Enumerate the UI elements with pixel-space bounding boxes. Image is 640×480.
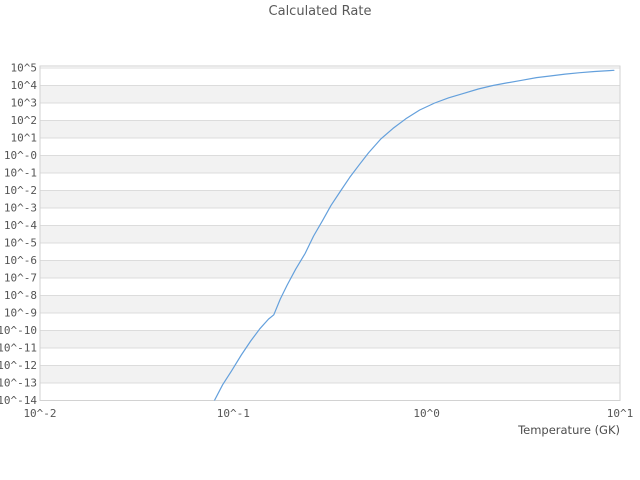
y-tick-label: 10^-0 — [4, 149, 37, 162]
y-tick-label: 10^-9 — [4, 307, 37, 320]
y-tick-label: 10^-5 — [4, 237, 37, 250]
y-tick-label: 10^-14 — [0, 394, 37, 407]
plot-band — [40, 68, 620, 86]
chart-title: Calculated Rate — [268, 4, 372, 19]
y-tick-label: 10^3 — [11, 97, 38, 110]
y-tick-label: 10^2 — [11, 114, 38, 127]
plot-band — [40, 85, 620, 103]
x-tick-label: 10^0 — [413, 407, 440, 420]
plot-band — [40, 243, 620, 261]
y-tick-label: 10^-12 — [0, 359, 37, 372]
plot-band — [40, 330, 620, 348]
plot-band — [40, 120, 620, 138]
plot-band — [40, 313, 620, 331]
y-tick-label: 10^-2 — [4, 184, 37, 197]
plot-band — [40, 383, 620, 401]
plot-band — [40, 138, 620, 156]
y-tick-label: 10^-4 — [4, 219, 37, 232]
y-tick-label: 10^4 — [11, 79, 38, 92]
y-tick-label: 10^-10 — [0, 324, 37, 337]
y-tick-label: 10^1 — [11, 132, 38, 145]
y-tick-label: 10^-3 — [4, 202, 37, 215]
plot-band — [40, 155, 620, 173]
x-tick-label: 10^1 — [607, 407, 634, 420]
plot-band — [40, 225, 620, 243]
y-tick-label: 10^-11 — [0, 342, 37, 355]
x-tick-label: 10^-1 — [217, 407, 250, 420]
plot-band — [40, 103, 620, 121]
x-tick-label: 10^-2 — [23, 407, 56, 420]
y-tick-label: 10^-7 — [4, 272, 37, 285]
plot-band — [40, 295, 620, 313]
y-tick-label: 10^-6 — [4, 254, 37, 267]
plot-band — [40, 348, 620, 366]
plot-band — [40, 190, 620, 208]
y-tick-label: 10^5 — [11, 62, 38, 75]
plot-band — [40, 208, 620, 226]
plot-band — [40, 365, 620, 383]
plot-band — [40, 278, 620, 296]
plot-border — [39, 65, 621, 401]
x-axis-label: Temperature (GK) — [518, 423, 620, 437]
y-tick-label: 10^-13 — [0, 377, 37, 390]
y-tick-label: 10^-1 — [4, 167, 37, 180]
y-tick-label: 10^-8 — [4, 289, 37, 302]
plot-band — [40, 260, 620, 278]
plot-band — [40, 173, 620, 191]
rate-curve — [213, 69, 615, 401]
